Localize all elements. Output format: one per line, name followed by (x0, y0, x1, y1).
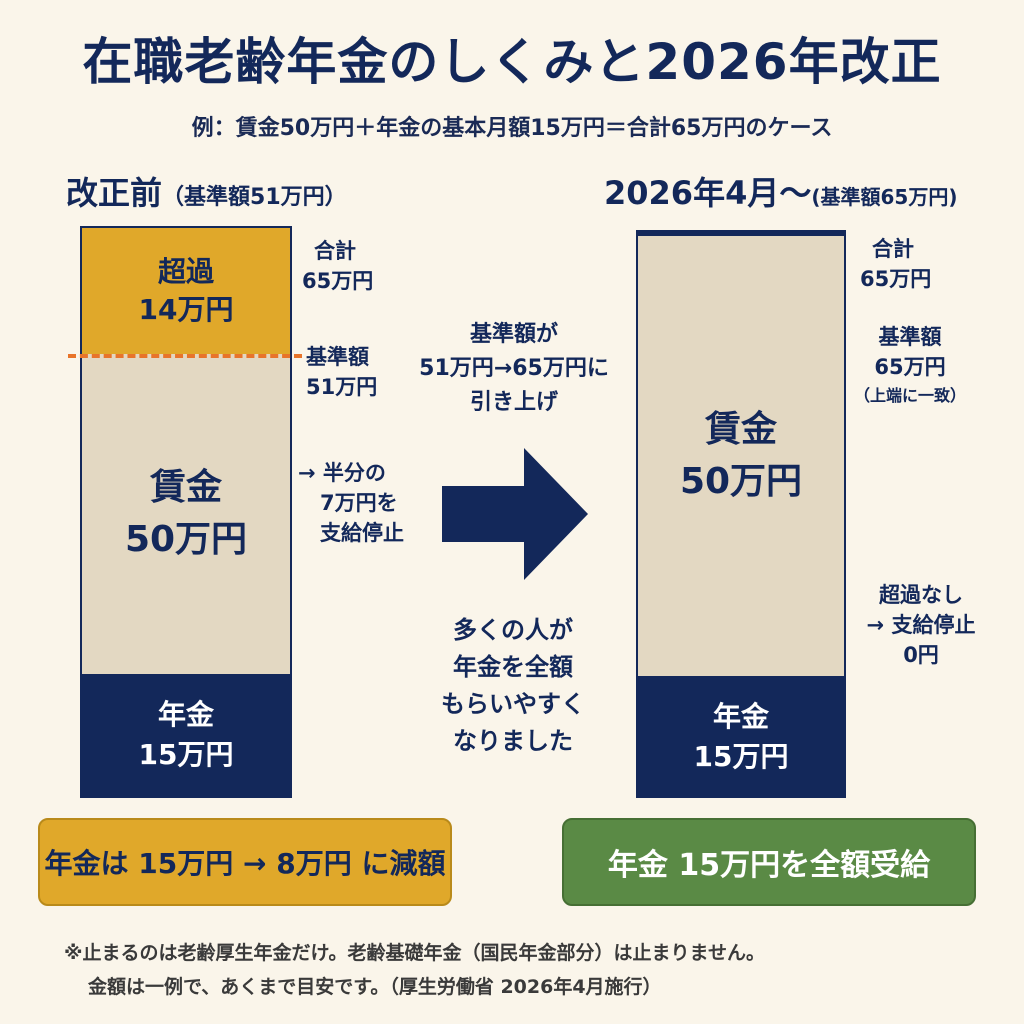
after-wage-label: 賃金 (704, 409, 777, 450)
raise-line1: 基準額が (469, 322, 558, 347)
after-threshold-amount: 65万円 (874, 355, 946, 379)
before-total-label: 合計 (314, 239, 356, 263)
after-result-badge: 年金 15万円を全額受給 (562, 818, 976, 906)
effect-line3: もらいやすく (441, 690, 585, 718)
before-heading-main: 改正前 (66, 174, 163, 212)
effect-note: 多くの人が 年金を全額 もらいやすく なりました (400, 612, 626, 760)
after-pension-segment: 年金 15万円 (638, 676, 844, 798)
after-noexcess-line1: 超過なし (879, 583, 963, 607)
before-excess-label: 超過 (157, 255, 214, 288)
before-pension-label: 年金 (157, 698, 214, 731)
after-wage-amount: 50万円 (679, 461, 803, 502)
after-noexcess-note: 超過なし → 支給停止 0円 (846, 580, 996, 670)
before-bar: 超過 14万円 賃金 50万円 年金 15万円 (80, 226, 292, 798)
after-pension-label: 年金 (712, 700, 769, 733)
before-excess-segment: 超過 14万円 (82, 228, 290, 354)
before-stop-line3: 支給停止 (320, 521, 404, 545)
before-threshold-note: 基準額 51万円 (306, 342, 377, 402)
effect-line2: 年金を全額 (453, 653, 573, 681)
raise-line2: 51万円→65万円に (419, 356, 609, 381)
after-wage-segment: 賃金 50万円 (638, 236, 844, 676)
before-wage-label: 賃金 (149, 467, 222, 508)
before-wage-segment: 賃金 50万円 (82, 354, 290, 674)
before-excess-amount: 14万円 (138, 293, 234, 326)
before-pension-amount: 15万円 (138, 738, 234, 771)
after-heading: 2026年4月～(基準額65万円) (604, 168, 957, 214)
before-threshold-label: 基準額 (306, 345, 369, 369)
before-stop-line1: → 半分の (298, 461, 386, 485)
after-pension-amount: 15万円 (693, 740, 789, 773)
after-threshold-match: （上端に一致） (853, 386, 966, 405)
after-total-label: 合計 (872, 237, 914, 261)
right-arrow-icon (442, 448, 588, 580)
raise-note: 基準額が 51万円→65万円に 引き上げ (396, 318, 632, 420)
page-title: 在職老齢年金のしくみと2026年改正 (82, 33, 942, 91)
before-result-badge: 年金は 15万円 → 8万円 に減額 (38, 818, 452, 906)
after-total-note: 合計 65万円 (860, 234, 931, 294)
before-heading-sub: （基準額51万円） (162, 185, 347, 210)
after-total-amount: 65万円 (860, 267, 932, 291)
after-noexcess-line2: → 支給停止 (866, 613, 976, 637)
after-threshold-label: 基準額 (878, 325, 942, 349)
before-stop-note: → 半分の 7万円を 支給停止 (298, 458, 404, 548)
footnote-line1: ※止まるのは老齢厚生年金だけ。老齢基礎年金（国民年金部分）は止まりません。 (64, 942, 765, 964)
after-noexcess-line3: 0円 (903, 643, 939, 667)
effect-line4: なりました (453, 727, 573, 755)
footnote: ※止まるのは老齢厚生年金だけ。老齢基礎年金（国民年金部分）は止まりません。 金額… (64, 936, 765, 1004)
before-wage-amount: 50万円 (124, 519, 248, 560)
before-stop-line2: 7万円を (320, 491, 398, 515)
before-total-amount: 65万円 (302, 269, 374, 293)
footnote-line2: 金額は一例で、あくまで目安です。（厚生労働省 2026年4月施行） (88, 976, 662, 998)
after-heading-main: 2026年4月～ (604, 174, 812, 212)
after-heading-sub: (基準額65万円) (811, 185, 958, 209)
before-total-note: 合計 65万円 (302, 236, 373, 296)
page-subtitle: 例：賃金50万円＋年金の基本月額15万円＝合計65万円のケース (191, 116, 833, 141)
after-bar: 賃金 50万円 年金 15万円 (636, 230, 846, 798)
after-threshold-note: 基準額 65万円 （上端に一致） (846, 322, 974, 406)
raise-line3: 引き上げ (469, 390, 558, 415)
effect-line1: 多くの人が (453, 616, 573, 644)
before-pension-segment: 年金 15万円 (82, 674, 290, 796)
before-heading: 改正前（基準額51万円） (66, 168, 347, 214)
before-threshold-amount: 51万円 (306, 375, 378, 399)
before-threshold-line (68, 354, 302, 358)
